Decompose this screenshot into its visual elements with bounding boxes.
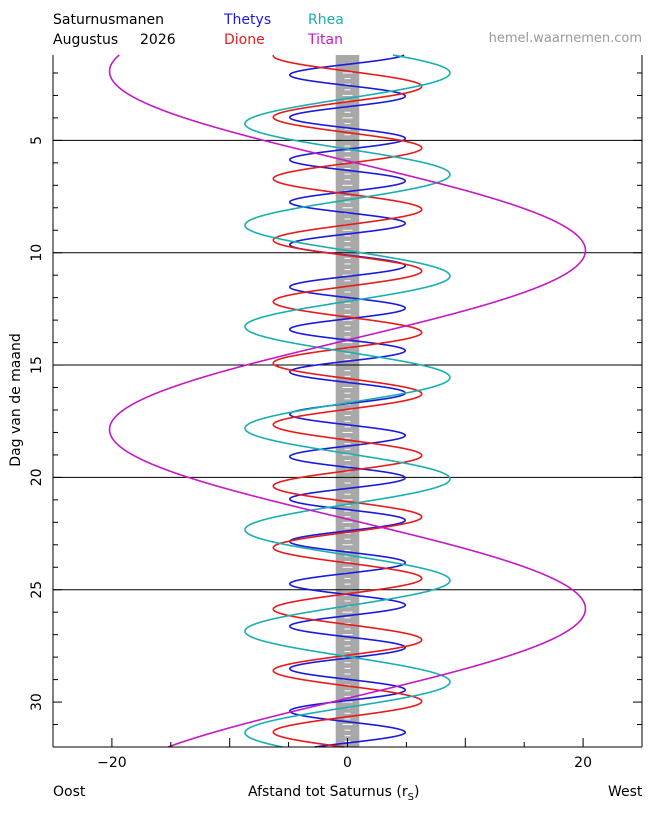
west-label: West — [608, 784, 643, 800]
chart-year: 2026 — [140, 32, 176, 48]
series-thetys-line — [288, 54, 407, 748]
legend-titan: Titan — [308, 32, 343, 48]
chart-title: Saturnusmanen — [53, 12, 164, 28]
chart-month: Augustus — [53, 32, 119, 48]
x-axis-label-main: Afstand tot Saturnus (r — [248, 784, 408, 800]
series-titan-line — [108, 54, 587, 748]
series-rhea-line — [244, 54, 451, 748]
x-axis-label-end: ) — [413, 784, 420, 800]
y-tick-label: 30 — [29, 693, 45, 711]
y-tick-label: 10 — [29, 244, 45, 262]
y-axis-ticks: 5 10 15 20 25 30 — [29, 72, 642, 748]
x-tick-label: 0 — [343, 755, 352, 771]
x-tick-label: −20 — [97, 755, 127, 771]
series-dione-line — [272, 54, 423, 748]
legend-rhea: Rhea — [308, 12, 344, 28]
x-axis-label-sub: S — [407, 791, 414, 803]
legend-dione: Dione — [224, 32, 265, 48]
site-credit[interactable]: hemel.waarnemen.com — [488, 31, 642, 46]
moon-series — [108, 54, 587, 748]
x-axis-label: Afstand tot Saturnus (rS) — [248, 784, 419, 803]
y-tick-label: 20 — [29, 468, 45, 486]
day-gridlines — [53, 139, 642, 591]
x-axis-ticks: −20 0 20 — [97, 738, 592, 771]
east-label: Oost — [53, 784, 86, 800]
legend-thetys: Thetys — [224, 12, 272, 28]
x-tick-label: 20 — [574, 755, 592, 771]
y-axis-label: Dag van de maand — [8, 333, 24, 466]
y-tick-label: 15 — [29, 356, 45, 374]
y-tick-label: 25 — [29, 581, 45, 599]
y-tick-label: 5 — [29, 136, 45, 145]
